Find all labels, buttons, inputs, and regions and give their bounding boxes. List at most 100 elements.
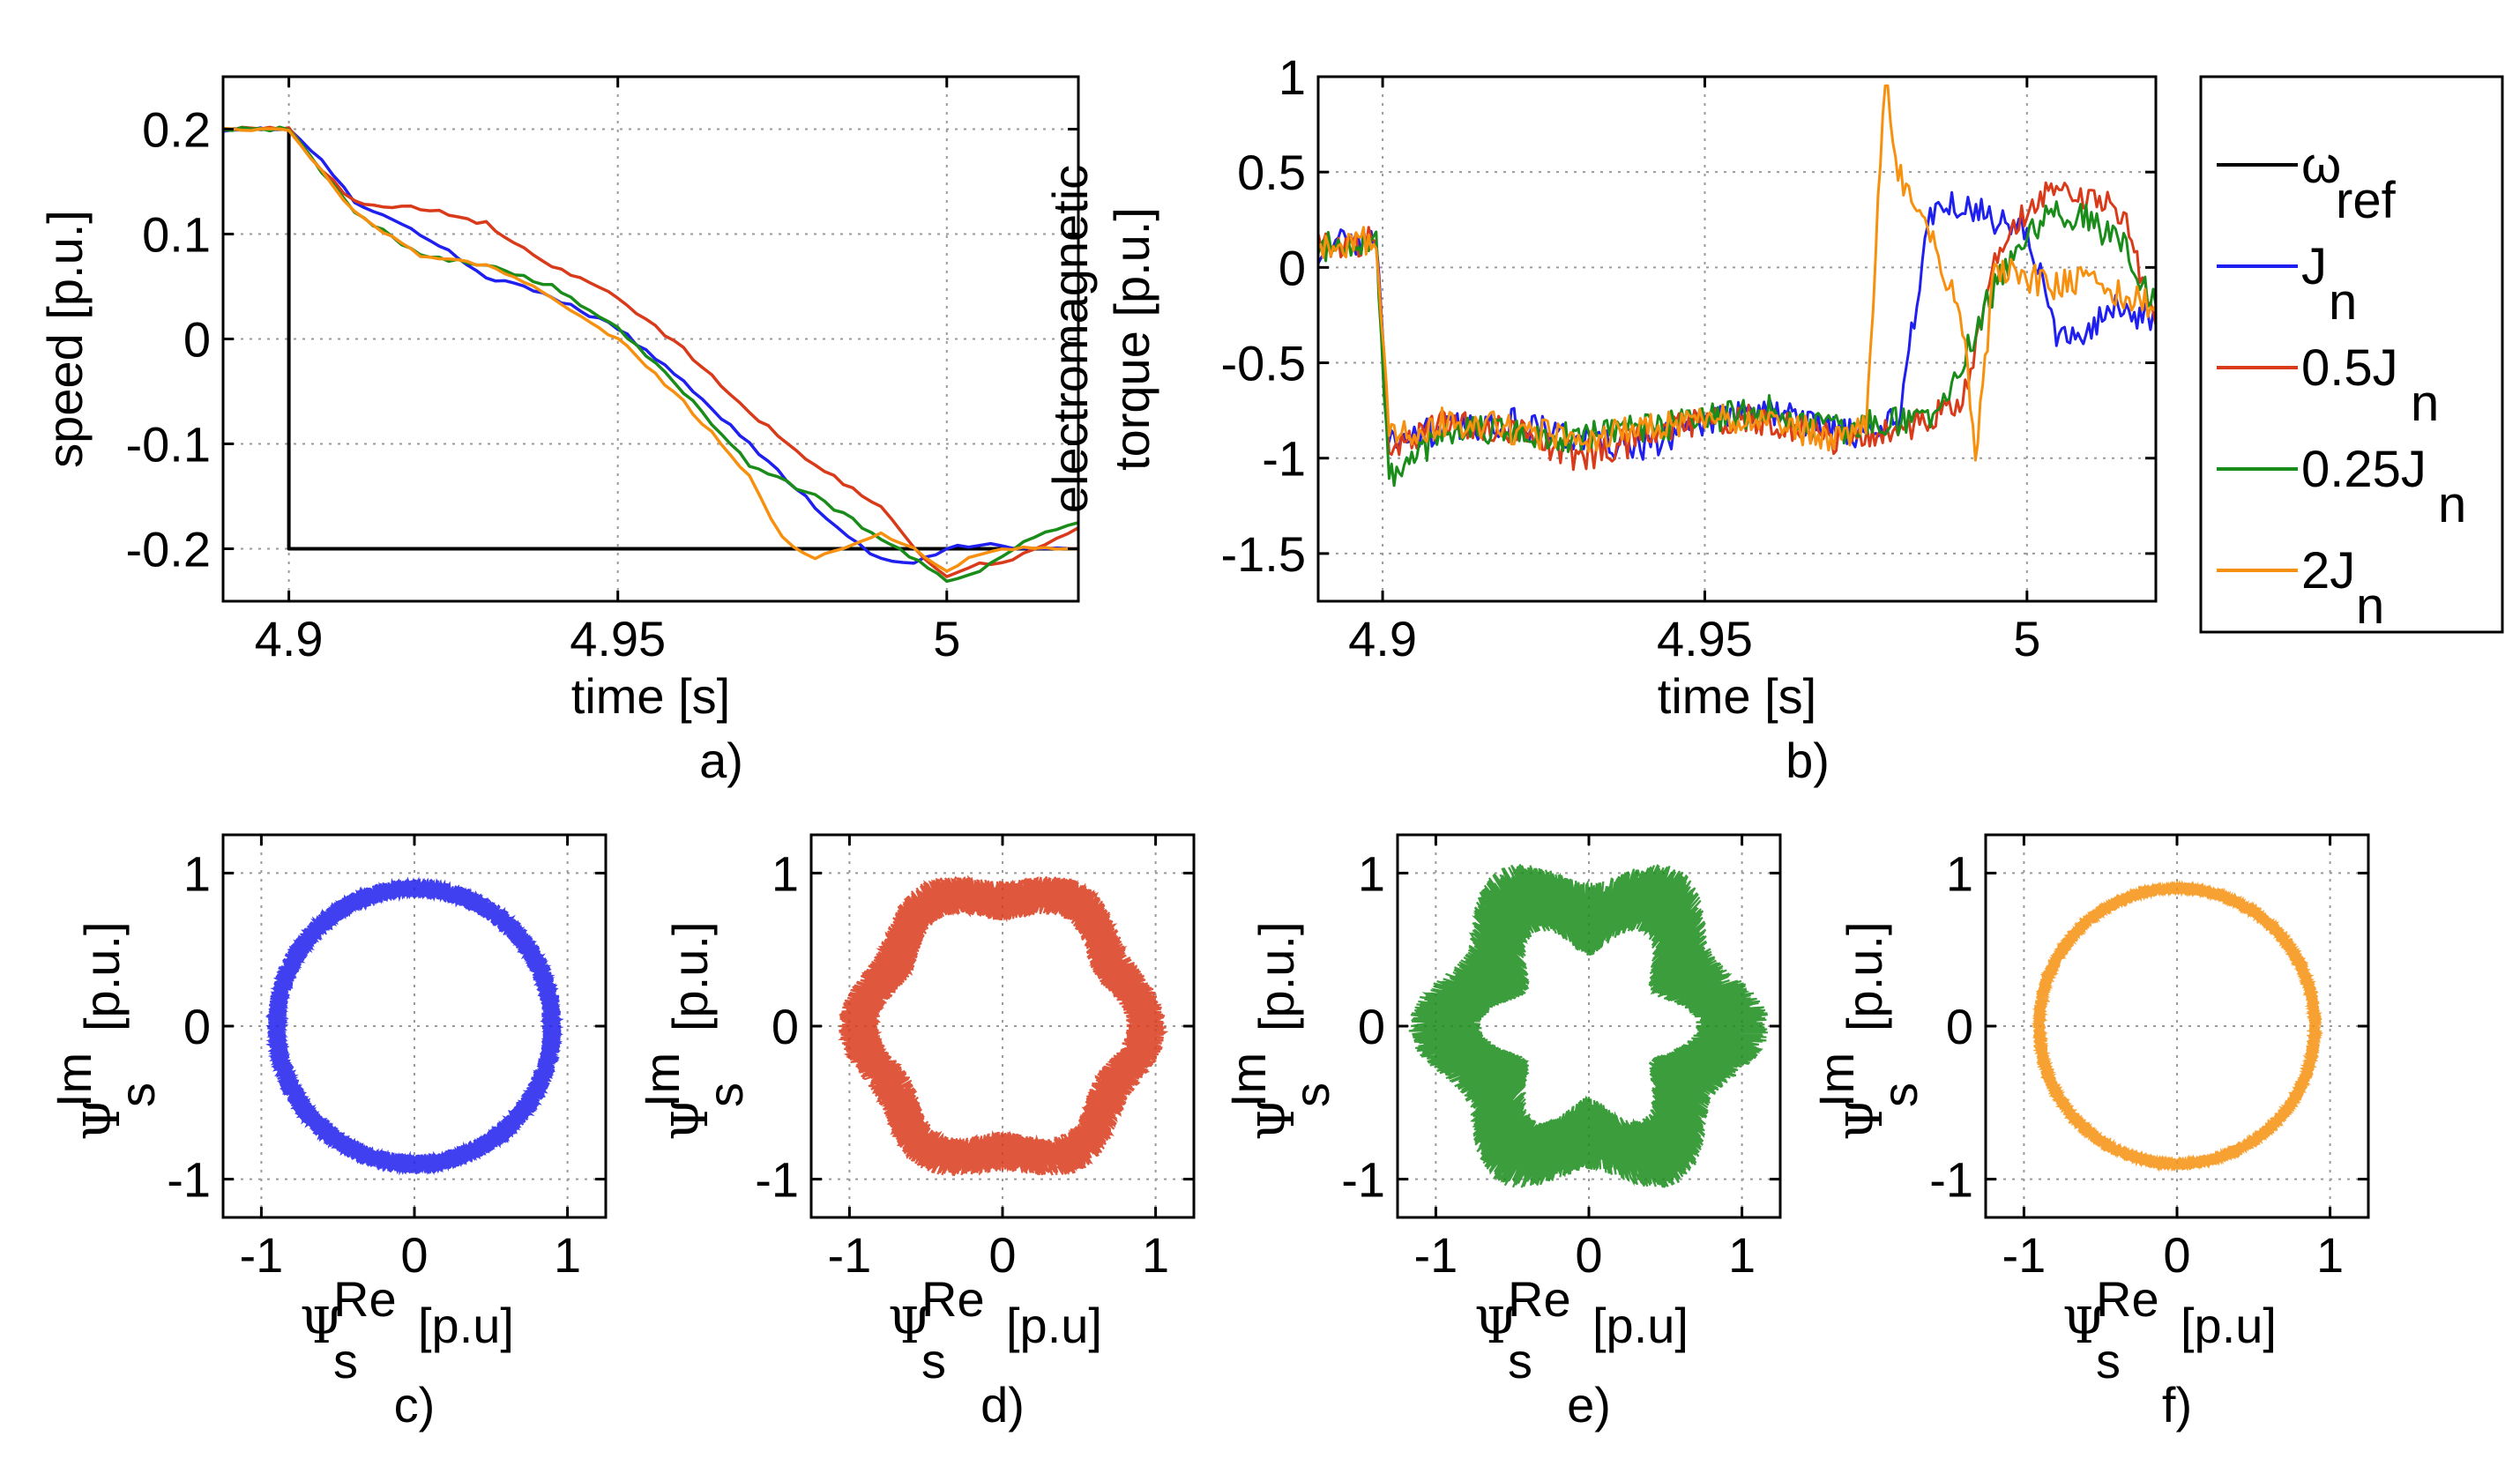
x-tick-label: 1 (1728, 1227, 1756, 1283)
y-tick-label: 1 (183, 845, 211, 901)
y-axis-label-sup: Im (634, 1053, 690, 1107)
legend-label-main: ω (2301, 137, 2341, 194)
x-axis-label: Ψ (300, 1298, 343, 1355)
y-tick-label: 0.2 (142, 102, 211, 158)
y-tick-label: 1 (772, 845, 799, 901)
axes-frame (221, 75, 1080, 603)
series-line-ωref (223, 127, 1078, 551)
y-tick-label: -1 (167, 1152, 211, 1208)
series-line-0.25Jn (1318, 200, 2156, 487)
x-axis-label-sup: Re (2096, 1271, 2159, 1327)
x-axis-label-unit: [p.u] (2181, 1298, 2277, 1353)
y-tick-label: 1 (1279, 49, 1306, 105)
legend-label: J (2301, 238, 2327, 295)
y-axis-label-sub: s (1872, 1083, 1927, 1107)
psi-symbol: Ψ (2062, 1298, 2106, 1355)
legend-label-sub: ref (2336, 172, 2397, 229)
legend-label-sub: n (2356, 577, 2384, 635)
y-axis-label-line1: electromagnetic (1042, 165, 1098, 513)
psi-symbol: Ψ (300, 1298, 343, 1355)
x-axis-label-sub: s (2096, 1333, 2121, 1388)
psi-symbol: Ψ (662, 1098, 719, 1141)
legend-entry: 0.5Jn (2217, 339, 2439, 432)
series-line-2Jn (1318, 84, 2156, 462)
x-tick-label: 1 (554, 1227, 581, 1283)
x-axis-label: Ψ (888, 1298, 931, 1355)
y-tick-label: 0 (1279, 240, 1306, 295)
legend-label-main: 0.25J (2301, 441, 2427, 498)
legend-label-main: 0.5J (2301, 339, 2398, 397)
flux-trajectory-Jn (265, 876, 564, 1176)
x-axis-label: time [s] (1658, 668, 1816, 724)
panel-label: c) (394, 1377, 436, 1433)
psi-symbol: Ψ (1249, 1098, 1306, 1141)
y-axis-label-unit: [p.u.] (74, 921, 130, 1031)
panel-label: a) (699, 733, 743, 788)
x-axis-label-sup: Re (1508, 1271, 1571, 1327)
y-axis-label: Ψ (1837, 1098, 1894, 1141)
x-tick-label: 0 (1575, 1227, 1602, 1283)
y-axis-label-sub: s (697, 1083, 753, 1107)
legend-entry: 2Jn (2217, 542, 2384, 635)
y-tick-label: -1 (1341, 1152, 1385, 1208)
y-tick-label: -1 (1929, 1152, 1973, 1208)
x-tick-label: 1 (1142, 1227, 1169, 1283)
legend-label-sub: n (2329, 273, 2357, 331)
y-axis-label-line2: torque [p.u.] (1104, 207, 1159, 471)
x-axis-label-sub: s (333, 1333, 358, 1388)
y-axis-label: Ψ (1249, 1098, 1306, 1141)
x-axis-label: Ψ (2062, 1298, 2106, 1355)
x-tick-label: 5 (2013, 611, 2040, 666)
y-axis-label-sup: Im (1808, 1053, 1864, 1107)
y-tick-label: 0 (183, 999, 211, 1054)
y-tick-label: -0.1 (126, 417, 212, 473)
x-tick-label: 5 (933, 611, 960, 666)
y-axis-label-unit: [p.u.] (1249, 921, 1304, 1031)
x-axis-label-sup: Re (921, 1271, 985, 1327)
x-axis-label: Ψ (1474, 1298, 1517, 1355)
panel-label: e) (1567, 1377, 1611, 1433)
x-tick-label: -1 (828, 1227, 872, 1283)
y-axis-label: speed [p.u.] (37, 210, 93, 468)
panel-label: b) (1786, 733, 1830, 788)
x-tick-label: 1 (2316, 1227, 2344, 1283)
y-tick-label: -1 (1262, 431, 1306, 487)
legend-label-sub: n (2411, 375, 2439, 432)
y-axis-label-sup: Im (46, 1053, 101, 1107)
legend-label-sub: n (2438, 476, 2466, 533)
y-tick-label: -1 (755, 1152, 799, 1208)
legend-label: ω (2301, 137, 2341, 194)
x-tick-label: -1 (1414, 1227, 1458, 1283)
x-axis-label: time [s] (571, 668, 730, 724)
y-axis-label-sub: s (109, 1083, 165, 1107)
flux-trajectory-0.5Jn (838, 874, 1169, 1177)
panel-label: f) (2162, 1377, 2192, 1433)
y-tick-label: 0 (772, 999, 799, 1054)
y-tick-label: 0.1 (142, 207, 211, 263)
plot-area (1408, 864, 1768, 1188)
psi-symbol: Ψ (74, 1098, 131, 1141)
x-axis-label-sup: Re (333, 1271, 397, 1327)
y-axis-label: Ψ (662, 1098, 719, 1141)
legend-label-main: 2J (2301, 542, 2355, 599)
legend-label: 0.25J (2301, 441, 2427, 498)
legend-entry: Jn (2217, 238, 2357, 331)
x-tick-label: 0 (988, 1227, 1016, 1283)
plot-area (838, 874, 1169, 1177)
x-axis-label-sub: s (921, 1333, 946, 1388)
plot-area (1318, 84, 2156, 487)
x-tick-label: 4.95 (1657, 611, 1753, 666)
y-tick-label: 0.5 (1237, 145, 1306, 200)
plot-area (265, 876, 564, 1176)
x-tick-label: 4.9 (255, 611, 324, 666)
y-axis-label-unit: [p.u.] (662, 921, 718, 1031)
y-tick-label: 1 (1358, 845, 1385, 901)
y-axis-label-group: ΨIm s [p.u.] (634, 921, 753, 1141)
panel-label: d) (980, 1377, 1025, 1433)
panel-a: 4.9 4.95 5 0.2 0.1 0 -0.1 -0.2 time [s] a) speed [… (37, 75, 1080, 788)
x-axis-label-unit: [p.u] (418, 1298, 514, 1353)
